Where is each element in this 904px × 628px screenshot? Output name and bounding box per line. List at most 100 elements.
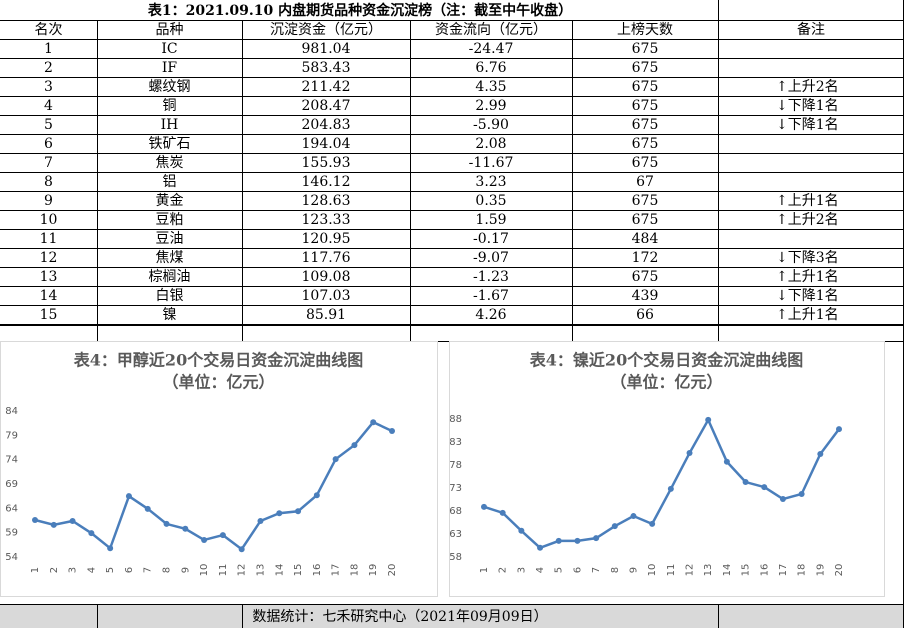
- column-header: 名次: [35, 22, 63, 38]
- table-cell: 6: [44, 136, 53, 152]
- table-cell: 109.08: [302, 269, 351, 285]
- table-cell: 107.03: [302, 288, 351, 304]
- x-tick-label: 1: [30, 567, 41, 573]
- table-cell: 675: [632, 79, 659, 95]
- table-cell: -1.67: [473, 288, 509, 304]
- x-tick-label: 14: [722, 564, 733, 577]
- y-tick-label: 69: [5, 479, 18, 490]
- table-cell: IF: [162, 60, 178, 76]
- point: [817, 450, 824, 457]
- column-header: 上榜天数: [617, 21, 673, 38]
- table-cell: 焦煤: [156, 250, 184, 266]
- point: [257, 517, 264, 524]
- point: [649, 520, 656, 527]
- x-tick-label: 14: [274, 564, 285, 577]
- point: [107, 545, 114, 552]
- point: [593, 535, 600, 542]
- table-cell: 194.04: [302, 136, 351, 152]
- table-cell: 675: [632, 269, 659, 285]
- point: [779, 496, 786, 503]
- table-cell: 5: [44, 117, 53, 133]
- x-tick-label: 5: [105, 567, 116, 573]
- table-cell: 14: [40, 288, 58, 304]
- table-cell: 128.63: [302, 193, 351, 209]
- table-cell: ↑上升2名: [776, 212, 839, 228]
- point: [163, 520, 170, 527]
- chart-title: 表4：甲醇近20个交易日资金沉淀曲线图: [73, 351, 363, 370]
- point: [201, 536, 208, 543]
- table-cell: 3: [44, 79, 53, 95]
- point: [219, 532, 226, 539]
- table-cell: ↓下降1名: [776, 288, 839, 304]
- table-cell: 8: [44, 174, 53, 190]
- table-cell: 焦炭: [156, 155, 184, 171]
- point: [295, 508, 302, 515]
- y-tick-label: 58: [449, 552, 462, 563]
- table-cell: 675: [632, 193, 659, 209]
- table-cell: ↓下降1名: [776, 98, 839, 114]
- table-cell: -5.90: [473, 117, 509, 133]
- point: [125, 493, 132, 500]
- table-cell: IC: [161, 41, 177, 57]
- y-tick-label: 54: [5, 552, 18, 563]
- table-cell: 0.35: [475, 193, 506, 209]
- table-cell: 172: [632, 250, 659, 266]
- table-cell: 439: [632, 288, 659, 304]
- table-cell: 6.76: [475, 60, 506, 76]
- table-cell: 204.83: [302, 117, 351, 133]
- table-cell: 675: [632, 136, 659, 152]
- x-tick-label: 18: [349, 564, 360, 577]
- table-cell: 675: [632, 212, 659, 228]
- footer: 数据统计：七禾研究中心（2021年09月09日）: [252, 609, 547, 625]
- x-tick-label: 16: [759, 564, 770, 577]
- x-tick-label: 4: [86, 567, 97, 573]
- table-cell: IH: [161, 117, 179, 133]
- table-cell: 675: [632, 60, 659, 76]
- table-cell: -1.23: [473, 269, 509, 285]
- y-tick-label: 68: [449, 506, 462, 517]
- x-tick-label: 20: [834, 564, 845, 577]
- point: [389, 427, 395, 434]
- table-cell: 146.12: [302, 174, 351, 190]
- table-cell: 4.26: [475, 307, 506, 323]
- y-tick-label: 64: [5, 503, 18, 514]
- table-cell: 1.59: [475, 212, 506, 228]
- x-tick-label: 12: [237, 564, 248, 577]
- point: [144, 505, 151, 512]
- x-tick-label: 17: [778, 564, 789, 577]
- point: [238, 546, 245, 553]
- x-tick-label: 2: [49, 567, 60, 573]
- x-tick-label: 1: [479, 567, 490, 573]
- point: [705, 416, 712, 423]
- x-tick-label: 15: [293, 564, 304, 577]
- x-tick-label: 13: [703, 564, 714, 577]
- point: [313, 492, 320, 499]
- y-tick-label: 59: [5, 528, 18, 539]
- point: [836, 426, 842, 433]
- point: [555, 537, 562, 544]
- table-cell: 484: [632, 231, 659, 247]
- point: [630, 513, 637, 520]
- table-cell: 675: [632, 98, 659, 114]
- table-cell: ↑上升1名: [776, 307, 839, 323]
- table-cell: 铜: [163, 98, 177, 114]
- table-cell: -0.17: [473, 231, 509, 247]
- x-tick-label: 9: [628, 567, 639, 573]
- table-cell: 棕榈油: [149, 269, 191, 285]
- column-header: 沉淀资金（亿元）: [270, 22, 382, 38]
- x-tick-label: 19: [815, 564, 826, 577]
- table-cell: 豆油: [156, 231, 184, 247]
- table-cell: 螺纹钢: [149, 79, 191, 95]
- table-cell: 117.76: [302, 250, 351, 266]
- x-tick-label: 2: [498, 567, 509, 573]
- series-line: [34, 420, 393, 552]
- point: [276, 510, 283, 517]
- x-tick-label: 3: [68, 567, 79, 573]
- table-cell: ↑上升1名: [776, 269, 839, 285]
- x-tick-label: 8: [162, 567, 173, 573]
- x-tick-label: 7: [591, 567, 602, 573]
- x-tick-label: 11: [666, 564, 677, 577]
- table-cell: 66: [636, 307, 654, 323]
- point: [667, 485, 674, 492]
